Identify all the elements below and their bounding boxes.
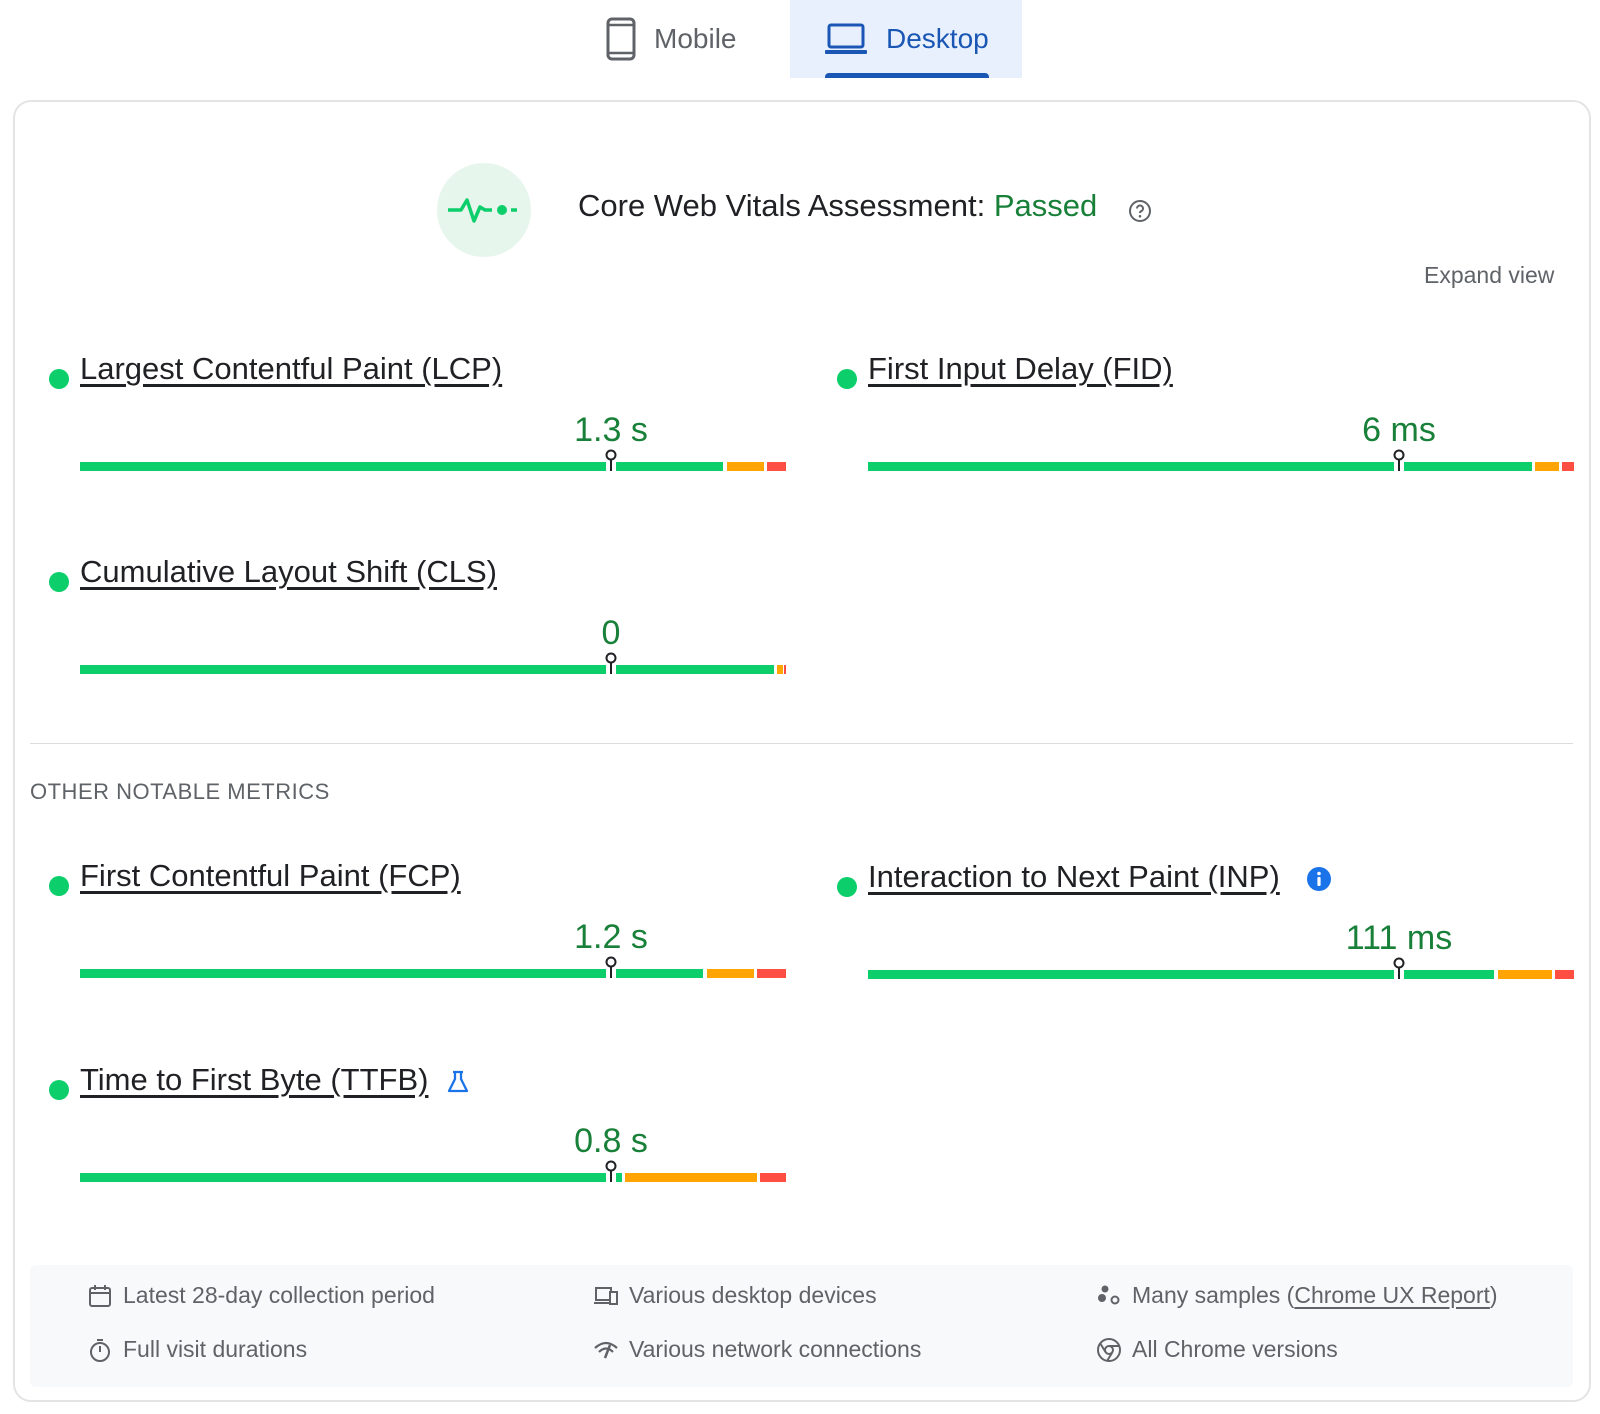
metric-ttfb-value: 0.8 s: [574, 1122, 648, 1160]
assessment-title: Core Web Vitals Assessment: Passed: [578, 188, 1097, 224]
distribution-bar: [80, 652, 786, 674]
tab-desktop-label: Desktop: [886, 23, 989, 54]
footer-samples: Many samples (Chrome UX Report): [1096, 1282, 1498, 1309]
info-icon[interactable]: [1306, 866, 1332, 892]
good-status-dot: [49, 1080, 69, 1100]
footer-durations-text: Full visit durations: [123, 1336, 308, 1362]
help-icon[interactable]: [1128, 199, 1152, 223]
samples-prefix: Many samples (: [1132, 1282, 1295, 1308]
good-status-dot: [49, 572, 69, 592]
good-status-dot: [837, 877, 857, 897]
calendar-icon: [89, 1284, 111, 1307]
network-signal-icon: [594, 1341, 618, 1358]
chrome-ux-report-link[interactable]: Chrome UX Report: [1294, 1282, 1490, 1308]
laptop-icon: [825, 23, 867, 54]
metric-fid: First Input Delay (FID) 6 ms: [837, 351, 1574, 511]
footer-devices-text: Various desktop devices: [629, 1282, 877, 1308]
footer-durations: Full visit durations: [87, 1336, 307, 1363]
distribution-bar: [80, 956, 786, 978]
good-status-dot: [837, 369, 857, 389]
footer-devices: Various desktop devices: [593, 1282, 877, 1309]
footer-chrome-text: All Chrome versions: [1132, 1336, 1338, 1362]
footer-network-text: Various network connections: [629, 1336, 922, 1362]
metric-inp-value: 111 ms: [1345, 919, 1453, 957]
samples-icon: [1098, 1285, 1120, 1304]
metric-fid-value: 6 ms: [1362, 411, 1436, 449]
devices-icon: [594, 1286, 618, 1305]
phone-icon: [606, 17, 636, 61]
flask-experimental-icon: [447, 1070, 469, 1093]
assessment-status: Passed: [993, 188, 1098, 223]
footer-chrome: All Chrome versions: [1096, 1336, 1338, 1363]
tab-mobile[interactable]: Mobile: [606, 0, 786, 78]
expand-view-link[interactable]: Expand view: [1424, 262, 1555, 288]
stopwatch-icon: [90, 1338, 110, 1362]
metric-inp: Interaction to Next Paint (INP) 111 ms: [837, 859, 1574, 1019]
active-tab-indicator: [825, 73, 989, 78]
metric-lcp-value: 1.3 s: [574, 411, 648, 449]
metric-ttfb: Time to First Byte (TTFB) 0.8 s: [49, 1062, 786, 1222]
tab-mobile-label: Mobile: [654, 23, 737, 54]
metric-fcp-value: 1.2 s: [574, 918, 648, 956]
tab-desktop[interactable]: Desktop: [790, 0, 1022, 78]
chrome-icon: [1097, 1337, 1121, 1362]
good-status-dot: [49, 876, 69, 896]
footer-samples-text: Many samples (Chrome UX Report): [1132, 1282, 1498, 1309]
footer-period-text: Latest 28-day collection period: [123, 1282, 435, 1308]
metric-lcp-name[interactable]: Largest Contentful Paint (LCP): [80, 351, 503, 386]
distribution-bar: [80, 449, 786, 471]
footer-network: Various network connections: [593, 1336, 921, 1363]
data-source-footer: Latest 28-day collection period Various …: [30, 1265, 1573, 1387]
section-divider: [30, 743, 1573, 744]
metric-fid-name[interactable]: First Input Delay (FID): [868, 351, 1173, 386]
metric-cls-value: 0: [601, 614, 621, 652]
samples-suffix: ): [1489, 1282, 1498, 1308]
metric-ttfb-name[interactable]: Time to First Byte (TTFB): [80, 1062, 429, 1097]
footer-period: Latest 28-day collection period: [87, 1282, 435, 1309]
good-status-dot: [49, 369, 69, 389]
distribution-bar: [868, 957, 1574, 979]
distribution-bar: [80, 1160, 786, 1182]
metric-inp-name[interactable]: Interaction to Next Paint (INP): [868, 859, 1280, 894]
distribution-bar: [868, 449, 1574, 471]
pulse-icon: [437, 163, 531, 257]
metric-lcp: Largest Contentful Paint (LCP) 1.3 s: [49, 351, 786, 511]
metric-cls: Cumulative Layout Shift (CLS) 0: [49, 554, 786, 714]
cwv-card: [13, 100, 1591, 1402]
metric-fcp-name[interactable]: First Contentful Paint (FCP): [80, 858, 461, 893]
assessment-prefix: Core Web Vitals Assessment:: [578, 188, 986, 223]
other-metrics-heading: OTHER NOTABLE METRICS: [30, 779, 330, 804]
metric-cls-name[interactable]: Cumulative Layout Shift (CLS): [80, 554, 497, 589]
metric-fcp: First Contentful Paint (FCP) 1.2 s: [49, 858, 786, 1018]
